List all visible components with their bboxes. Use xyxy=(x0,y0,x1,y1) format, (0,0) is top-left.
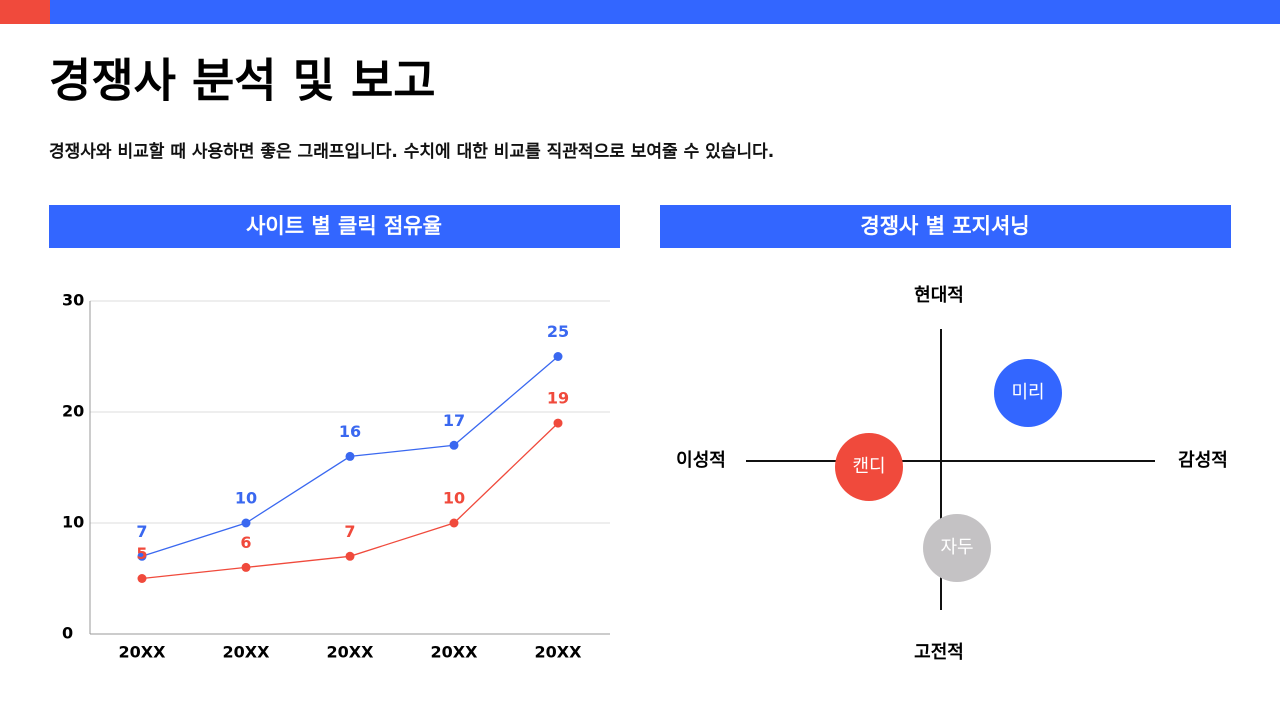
data-point xyxy=(241,562,251,572)
brand-circle xyxy=(994,359,1062,427)
axis-label: 고전적 xyxy=(914,642,964,663)
section-header xyxy=(49,205,620,248)
y-tick-label: 0 xyxy=(62,624,73,643)
data-point xyxy=(553,418,563,428)
x-tick-label: 20XX xyxy=(431,643,479,662)
data-point xyxy=(137,551,147,561)
data-point xyxy=(345,451,355,461)
data-point xyxy=(241,518,251,528)
x-tick-label: 20XX xyxy=(327,643,375,662)
data-label: 7 xyxy=(344,522,355,541)
positioning-map: 현대적 고전적 이성적 감성적 미리 캔디 자두 xyxy=(676,285,1228,663)
data-label: 10 xyxy=(443,489,465,508)
brand-label: 미리 xyxy=(1011,382,1044,403)
x-tick-label: 20XX xyxy=(223,643,271,662)
title: 경쟁사 분석 및 보고 xyxy=(49,54,436,108)
data-label: 25 xyxy=(547,322,569,341)
top-bar xyxy=(0,0,1280,24)
brand-label: 자두 xyxy=(940,537,973,558)
y-tick-label: 20 xyxy=(62,402,84,421)
axis-label: 현대적 xyxy=(914,285,964,306)
y-tick-label: 10 xyxy=(62,513,84,532)
y-tick-label: 30 xyxy=(62,291,84,310)
line-chart: 0 10 20 30 20XX 20XX 20XX 20XX 20XX 7 10 16 17 25 5 6 7 1… xyxy=(62,291,610,662)
brand-label: 캔디 xyxy=(852,456,885,477)
data-point xyxy=(449,518,459,528)
brand-circle xyxy=(923,514,991,582)
data-point xyxy=(137,574,147,583)
axis-label: 감성적 xyxy=(1178,450,1228,471)
data-point xyxy=(345,551,355,561)
data-point xyxy=(449,440,459,450)
diagram-title: 경쟁사 별 포지셔닝 xyxy=(860,214,1029,238)
data-label: 6 xyxy=(240,533,251,552)
data-label: 16 xyxy=(339,422,361,441)
data-label: 10 xyxy=(235,489,257,508)
brand-circle xyxy=(835,433,903,501)
x-tick-label: 20XX xyxy=(535,643,583,662)
data-label: 7 xyxy=(136,522,147,541)
top-bar-accent xyxy=(0,0,50,24)
subtitle: 경쟁사와 비교할 때 사용하면 좋은 그래프입니다. 수치에 대한 비교를 직관… xyxy=(49,142,774,162)
x-tick-label: 20XX xyxy=(119,643,167,662)
data-label: 19 xyxy=(547,389,569,408)
data-label: 17 xyxy=(443,411,465,430)
data-point xyxy=(553,352,563,361)
chart-title: 사이트 별 클릭 점유율 xyxy=(246,214,442,238)
axis-label: 이성적 xyxy=(676,450,726,471)
data-label: 5 xyxy=(136,544,147,563)
section-header xyxy=(660,205,1231,248)
